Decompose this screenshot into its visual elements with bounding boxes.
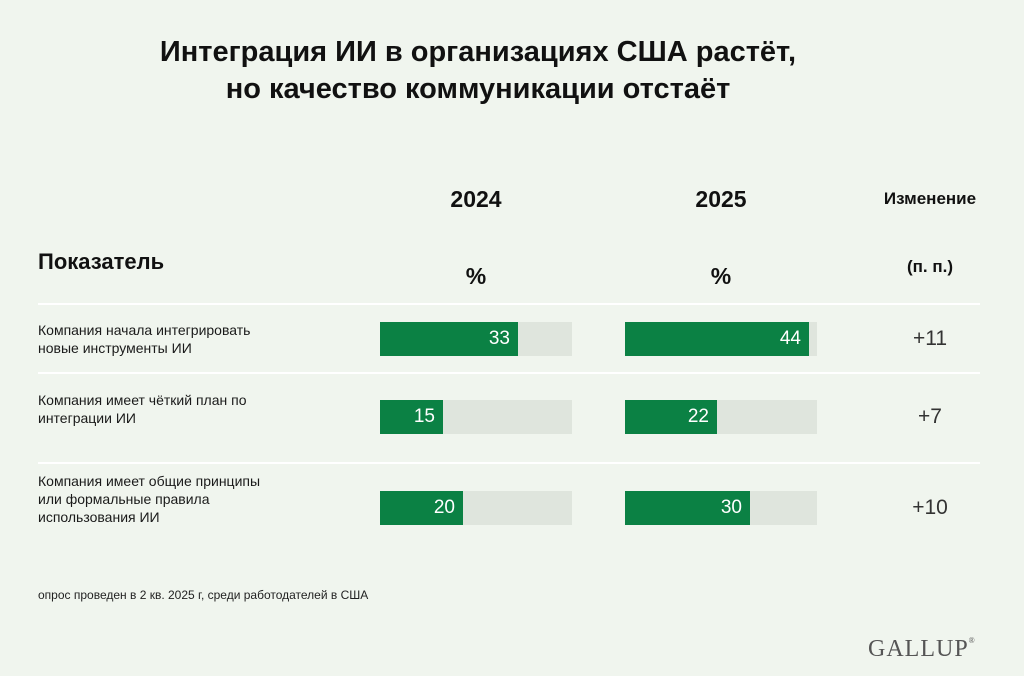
row-label-line: интеграции ИИ (38, 410, 136, 426)
change-value: +7 (918, 405, 942, 428)
divider (38, 303, 980, 305)
metric-header: Показатель (38, 249, 165, 274)
bar-2025 (625, 400, 717, 434)
footnote: опрос проведен в 2 кв. 2025 г, среди раб… (38, 588, 369, 602)
bar-2024 (380, 322, 518, 356)
row-label-line: новые инструменты ИИ (38, 340, 192, 356)
change-value: +11 (912, 327, 948, 350)
bar-2025 (625, 322, 809, 356)
bar-value-label: 33 (488, 328, 510, 349)
bar-2024 (380, 491, 463, 525)
change-value: +10 (912, 496, 948, 519)
row-label-line: или формальные правила (38, 491, 210, 507)
bar-value-label: 44 (779, 328, 801, 349)
chart-title: Интеграция ИИ в организациях США растёт,… (0, 34, 956, 108)
change-header-unit: (п. п.) (906, 257, 954, 276)
chart-title-line2: но качество коммуникации отстаёт (225, 73, 731, 105)
divider (38, 462, 980, 464)
row-label: Компания начала интегрировать новые инстр… (38, 321, 338, 357)
row-label-line: Компания имеет общие принципы (38, 473, 261, 489)
bar-track-2024: 15 (380, 400, 572, 434)
row-label: Компания имеет общие принципы или формаль… (38, 472, 338, 526)
bar-value-label: 22 (687, 406, 709, 427)
bar-track-2025: 44 (625, 322, 817, 356)
column-header-2024: 2024 (450, 186, 502, 212)
chart-title-line1: Интеграция ИИ в организациях США растёт, (159, 36, 797, 68)
row-label-line: Компания имеет чёткий план по (38, 392, 247, 408)
column-header-2025: 2025 (695, 186, 747, 212)
column-unit-2025: % (710, 263, 732, 289)
bar-value-label: 20 (433, 497, 455, 518)
column-unit-2024: % (465, 263, 487, 289)
bar-track-2024: 20 (380, 491, 572, 525)
bar-value-label: 30 (720, 497, 742, 518)
bar-value-label: 15 (413, 406, 435, 427)
bar-2025 (625, 491, 750, 525)
change-header: Изменение (883, 189, 977, 208)
bar-track-2025: 22 (625, 400, 817, 434)
row-label: Компания имеет чёткий план по интеграции … (38, 391, 338, 427)
bar-track-2025: 30 (625, 491, 817, 525)
bar-track-2024: 33 (380, 322, 572, 356)
gallup-logo: GALLUP® (868, 636, 976, 662)
row-label-line: Компания начала интегрировать (38, 322, 251, 338)
divider (38, 372, 980, 374)
row-label-line: использования ИИ (38, 509, 160, 525)
bar-2024 (380, 400, 443, 434)
